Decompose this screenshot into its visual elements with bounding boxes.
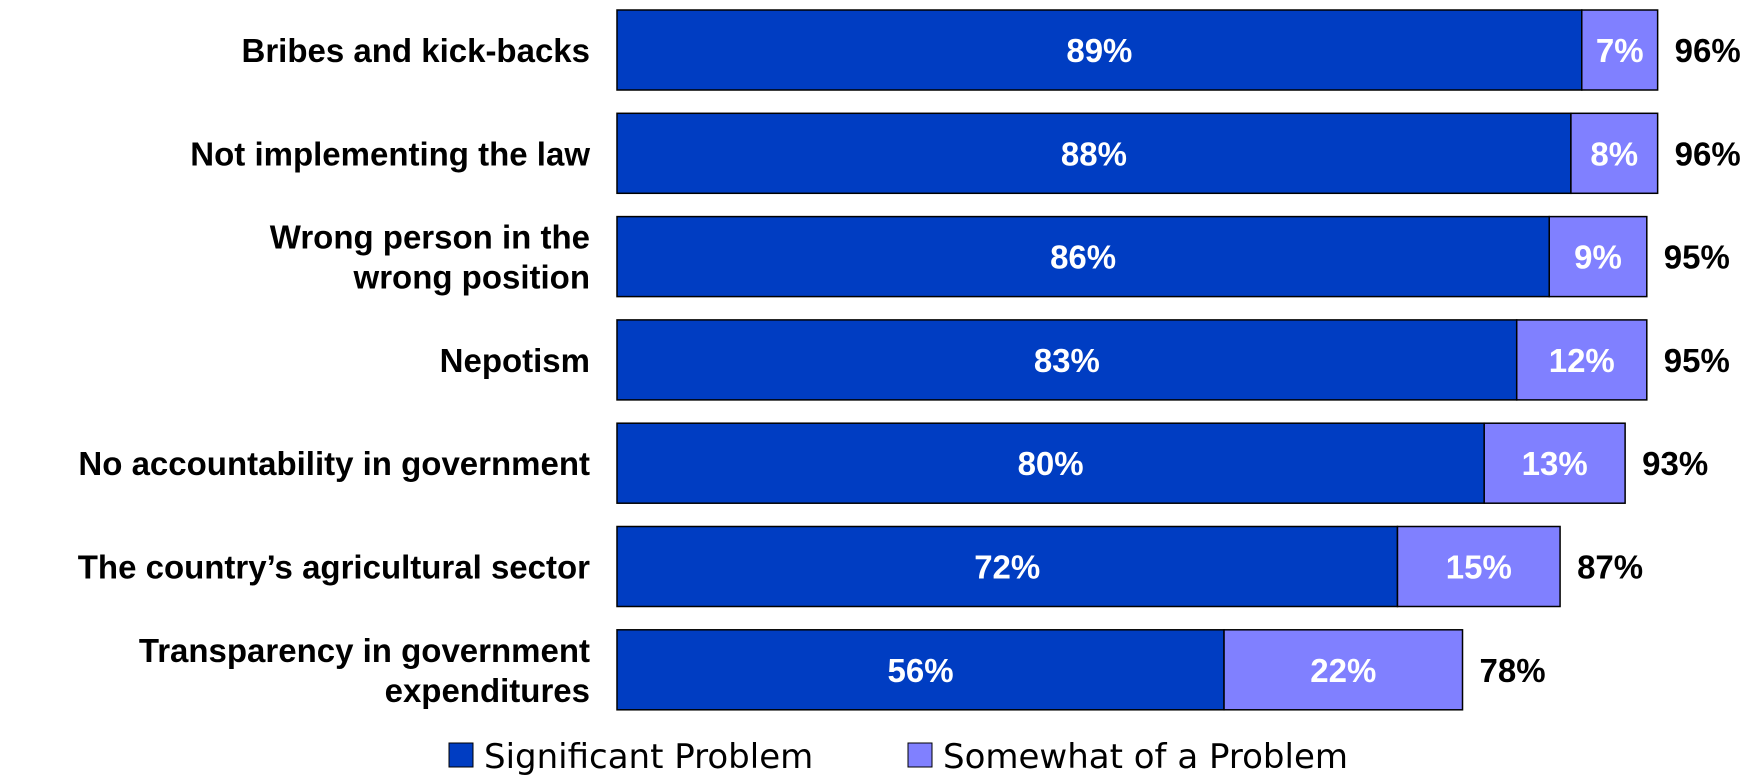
bar-significant xyxy=(616,215,1550,298)
category-label: Bribes and kick-backs xyxy=(242,32,591,69)
bar-somewhat xyxy=(1483,422,1626,504)
category-label: Wrong person in the wrong position xyxy=(270,219,590,296)
legend-label-somewhat: Somewhat of a Problem xyxy=(943,737,1348,777)
bar-somewhat xyxy=(1570,112,1659,195)
legend-swatch-significant xyxy=(448,742,474,768)
data-label-somewhat: 8% xyxy=(1590,135,1638,172)
bar-significant xyxy=(616,319,1518,401)
data-label-somewhat: 9% xyxy=(1574,239,1622,276)
bar-somewhat xyxy=(1223,629,1464,711)
total-label: 78% xyxy=(1480,652,1546,689)
total-label: 95% xyxy=(1664,239,1730,276)
category-label-line: Transparency in government xyxy=(139,632,590,669)
total-label: 95% xyxy=(1664,342,1730,379)
bar-significant xyxy=(616,422,1485,504)
bar-significant xyxy=(616,629,1225,711)
category-label: No accountability in government xyxy=(78,445,590,482)
data-label-somewhat: 22% xyxy=(1310,652,1376,689)
bar-somewhat xyxy=(1548,215,1648,298)
category-label: Nepotism xyxy=(440,342,590,379)
category-label-line: wrong position xyxy=(353,259,590,296)
data-label-significant: 80% xyxy=(1018,445,1084,482)
category-label: Not implementing the law xyxy=(190,135,590,172)
legend: Significant Problem Somewhat of a Proble… xyxy=(448,737,1348,777)
data-label-significant: 88% xyxy=(1061,135,1127,172)
data-label-significant: 86% xyxy=(1050,239,1116,276)
data-label-somewhat: 13% xyxy=(1522,445,1588,482)
legend-swatch-somewhat xyxy=(907,742,933,768)
bar-somewhat xyxy=(1515,319,1648,401)
data-label-significant: 89% xyxy=(1066,32,1132,69)
category-label: The country’s agricultural sector xyxy=(78,549,590,586)
bar-somewhat xyxy=(1396,525,1561,608)
category-label-line: expenditures xyxy=(385,672,590,709)
data-label-significant: 72% xyxy=(974,549,1040,586)
data-label-somewhat: 7% xyxy=(1596,32,1644,69)
data-label-significant: 56% xyxy=(887,652,953,689)
plot-area: 89% 7% 96% Bribes and kick-backs 88% 8% 96% Not… xyxy=(78,9,1741,711)
total-label: 87% xyxy=(1577,549,1643,586)
total-label: 93% xyxy=(1642,445,1708,482)
bar-significant xyxy=(616,112,1572,195)
data-label-somewhat: 12% xyxy=(1549,342,1615,379)
bar-somewhat xyxy=(1581,9,1659,91)
data-label-somewhat: 15% xyxy=(1446,549,1512,586)
category-label-line: Wrong person in the xyxy=(270,219,590,256)
category-label: Transparency in government expenditures xyxy=(139,632,590,709)
total-label: 96% xyxy=(1675,32,1741,69)
total-label: 96% xyxy=(1675,135,1741,172)
legend-label-significant: Significant Problem xyxy=(484,737,813,777)
data-label-significant: 83% xyxy=(1034,342,1100,379)
bar-significant xyxy=(616,9,1583,91)
